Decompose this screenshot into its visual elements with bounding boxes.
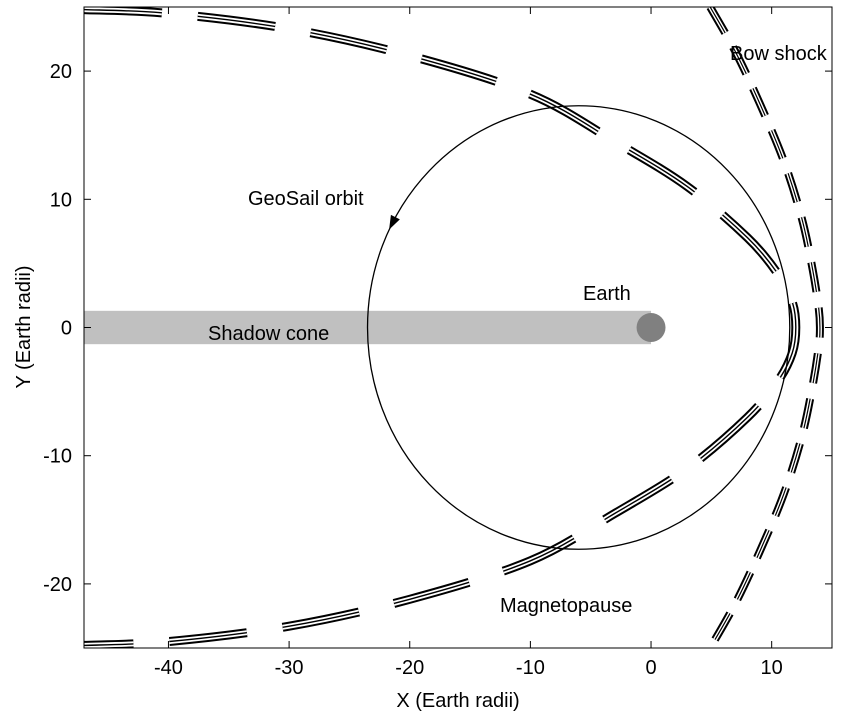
- y-axis-label: Y (Earth radii): [13, 265, 35, 388]
- x-tick-label: -40: [154, 657, 183, 679]
- earth-marker: [636, 313, 666, 342]
- y-tick-label: -10: [43, 446, 72, 468]
- magnetopause-core: [84, 8, 797, 647]
- y-tick-label: 0: [61, 318, 72, 340]
- annotation-geosail-orbit: GeoSail orbit: [248, 188, 364, 210]
- geosail-orbit: [366, 105, 791, 550]
- x-tick-label: 10: [761, 657, 783, 679]
- axis-ticks: -40 -30 -20 -10 0 10 -20 -10 0 10 20: [43, 7, 832, 679]
- x-tick-label: -10: [516, 657, 545, 679]
- x-tick-label: 0: [645, 657, 656, 679]
- orbit-direction-arrow: [389, 214, 400, 230]
- annotation-magnetopause: Magnetopause: [500, 595, 632, 617]
- y-tick-label: 20: [50, 61, 72, 83]
- bow-shock-core: [709, 7, 821, 648]
- y-tick-label: 10: [50, 189, 72, 211]
- annotation-bow-shock: Bow shock: [730, 43, 828, 65]
- annotation-earth: Earth: [583, 283, 631, 305]
- plot-content: [84, 7, 824, 648]
- x-axis-label: X (Earth radii): [396, 690, 519, 712]
- y-tick-label: -20: [43, 574, 72, 596]
- annotation-shadow-cone: Shadow cone: [208, 323, 329, 345]
- x-tick-label: -20: [395, 657, 424, 679]
- x-tick-label: -30: [275, 657, 304, 679]
